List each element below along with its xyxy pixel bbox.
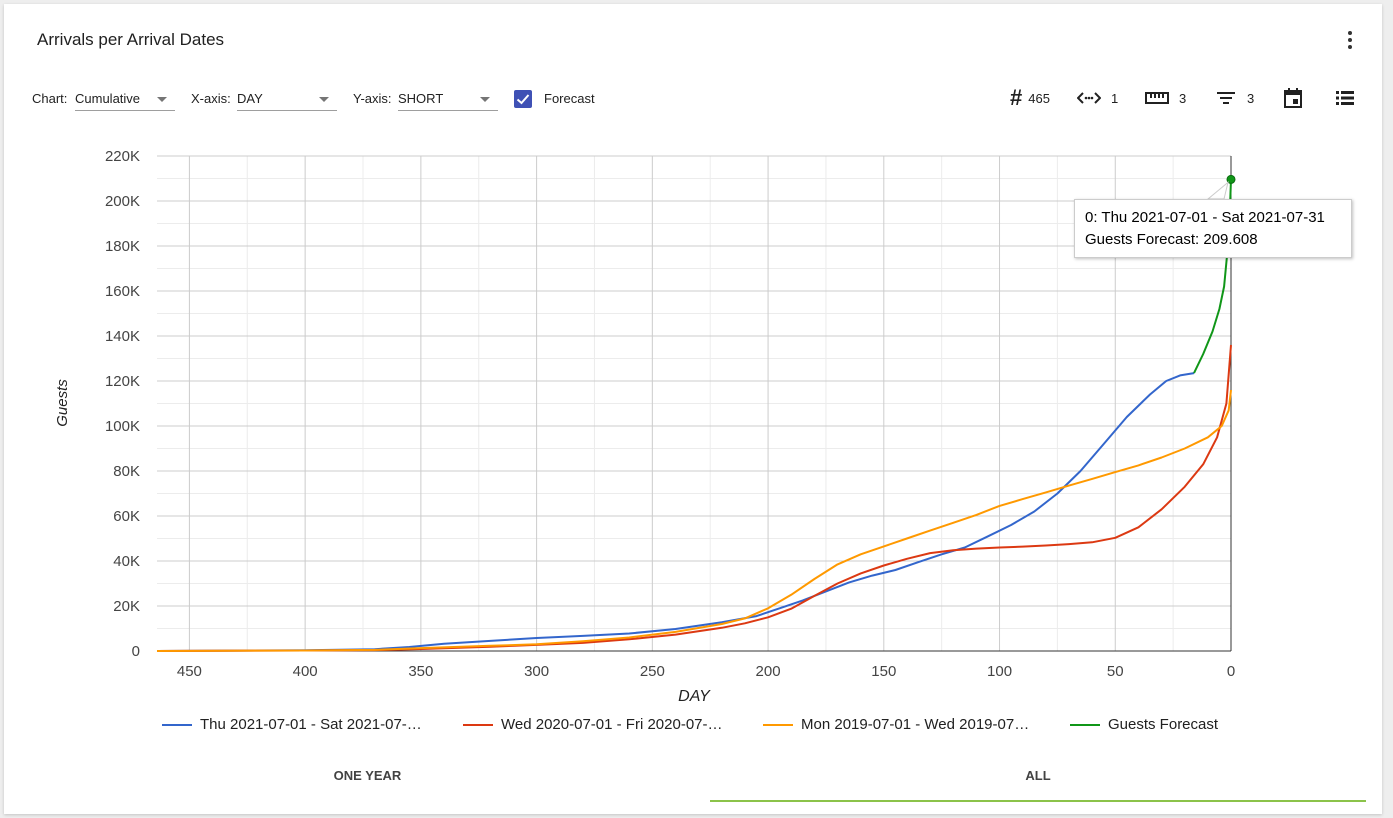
count-button[interactable]: # 465 (1010, 86, 1050, 110)
code-arrows-icon (1077, 92, 1101, 104)
yaxis-select[interactable]: SHORT (398, 86, 498, 111)
calendar-button[interactable] (1283, 86, 1303, 110)
legend-swatch (162, 723, 192, 726)
legend-swatch (763, 723, 793, 726)
yaxis-value: SHORT (398, 91, 444, 106)
calendar-icon (1284, 88, 1302, 108)
more-menu-icon[interactable] (1338, 28, 1362, 52)
chevron-down-icon (157, 97, 167, 102)
range-value: 1 (1111, 90, 1119, 106)
chevron-down-icon (319, 97, 329, 102)
xaxis-label: X-axis: (191, 91, 231, 106)
xaxis-select[interactable]: DAY (237, 86, 337, 111)
list-icon (1336, 91, 1354, 105)
legend-item-2020[interactable]: Wed 2020-07-01 - Fri 2020-07-… (463, 716, 723, 733)
tooltip-line-1: 0: Thu 2021-07-01 - Sat 2021-07-31 (1085, 209, 1325, 226)
count-value: 465 (1028, 90, 1050, 106)
legend-label: Mon 2019-07-01 - Wed 2019-07… (801, 716, 1030, 733)
legend-label: Guests Forecast (1108, 716, 1219, 733)
ruler-button[interactable]: 3 (1145, 86, 1186, 110)
forecast-label: Forecast (544, 91, 595, 106)
legend-item-2019[interactable]: Mon 2019-07-01 - Wed 2019-07… (763, 716, 1029, 733)
chevron-down-icon (480, 97, 490, 102)
xaxis-value: DAY (237, 91, 263, 106)
tooltip-line-2: Guests Forecast: 209.608 (1085, 231, 1258, 248)
legend-swatch (1070, 723, 1100, 726)
legend-label: Thu 2021-07-01 - Sat 2021-07-… (200, 716, 422, 733)
chart-card: Arrivals per Arrival Dates Chart: Cumula… (4, 4, 1382, 814)
hash-icon: # (1010, 85, 1023, 110)
legend-item-forecast[interactable]: Guests Forecast (1070, 716, 1218, 733)
checkmark-icon (516, 94, 530, 105)
chart-type-select[interactable]: Cumulative (75, 86, 175, 111)
legend-label: Wed 2020-07-01 - Fri 2020-07-… (501, 716, 723, 733)
tab-all[interactable]: ALL (710, 760, 1366, 802)
yaxis-label: Y-axis: (353, 91, 392, 106)
card-title: Arrivals per Arrival Dates (37, 30, 225, 49)
filter-button[interactable]: 3 (1215, 86, 1254, 110)
forecast-checkbox[interactable] (514, 90, 532, 108)
range-button[interactable]: 1 (1077, 86, 1118, 110)
filter-value: 3 (1247, 90, 1255, 106)
tab-one-year[interactable]: ONE YEAR (333, 768, 402, 783)
chart-tooltip: 0: Thu 2021-07-01 - Sat 2021-07-31 Guest… (1074, 199, 1352, 258)
chart-type-value: Cumulative (75, 91, 141, 106)
chart-type-label: Chart: (32, 91, 68, 106)
list-view-button[interactable] (1335, 86, 1355, 110)
ruler-icon (1145, 92, 1169, 104)
ruler-value: 3 (1179, 90, 1187, 106)
legend-swatch (463, 723, 493, 726)
filter-icon (1217, 92, 1235, 104)
legend-item-2021[interactable]: Thu 2021-07-01 - Sat 2021-07-… (162, 716, 422, 733)
